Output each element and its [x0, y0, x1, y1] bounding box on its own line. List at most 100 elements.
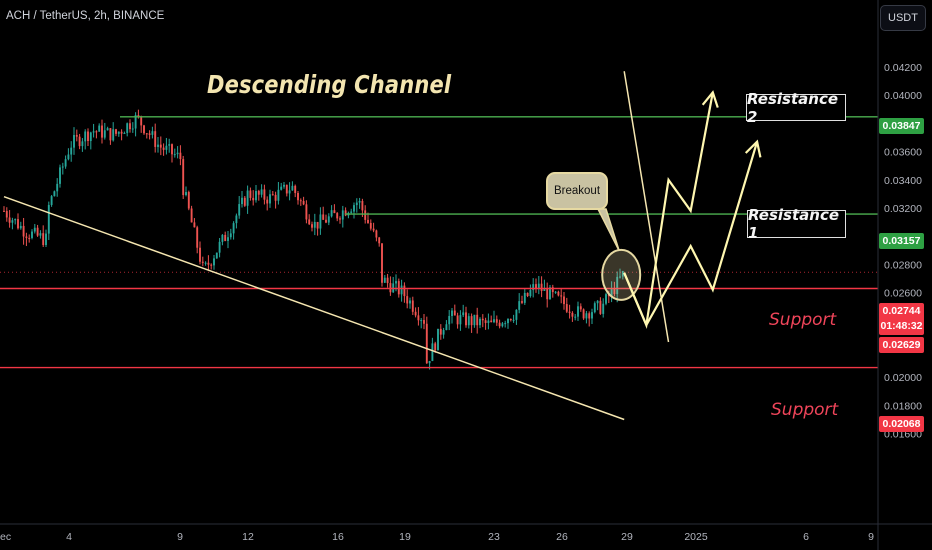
- candle-body: [451, 310, 453, 317]
- projection-arrowhead-2: [744, 139, 762, 158]
- pattern-title: Descending Channel: [207, 70, 452, 99]
- candle-body: [260, 189, 263, 195]
- candle-body: [11, 220, 14, 223]
- candle-body: [563, 296, 565, 305]
- candle-body: [311, 224, 313, 228]
- candle-body: [403, 285, 406, 297]
- candles-layer: [3, 109, 624, 370]
- candle-body: [540, 283, 543, 291]
- candle-body: [196, 227, 199, 248]
- candle-body: [199, 247, 201, 262]
- candle-body: [437, 328, 439, 351]
- candle-body: [487, 320, 490, 323]
- candle-body: [498, 322, 501, 327]
- candle-body: [585, 313, 588, 319]
- candle-body: [243, 197, 246, 206]
- candle-body: [288, 190, 291, 194]
- candle-body: [313, 221, 316, 228]
- candle-body: [414, 311, 417, 316]
- candle-body: [277, 189, 280, 201]
- candle-body: [507, 319, 509, 324]
- candle-body: [588, 313, 591, 319]
- candle-body: [381, 243, 383, 283]
- candle-body: [84, 131, 87, 142]
- candle-body: [117, 131, 120, 134]
- candle-body: [64, 159, 67, 167]
- x-tick-label: ec: [0, 531, 11, 543]
- candle-body: [439, 328, 442, 335]
- candle-body: [462, 312, 465, 316]
- candle-body: [369, 222, 372, 229]
- candle-body: [17, 219, 19, 229]
- candle-body: [145, 133, 148, 135]
- candle-body: [442, 330, 445, 335]
- breakout-pointer: [596, 208, 620, 252]
- candle-body: [112, 129, 115, 141]
- candle-body: [322, 214, 325, 220]
- candle-body: [319, 214, 322, 229]
- candle-body: [565, 304, 568, 312]
- y-tick-label: 0.02600: [884, 288, 922, 300]
- candle-body: [33, 227, 36, 232]
- x-tick-label: 4: [66, 531, 72, 543]
- candle-body: [400, 285, 403, 295]
- x-tick-label: 12: [242, 531, 254, 543]
- x-tick-label: 26: [556, 531, 568, 543]
- symbol-title: ACH / TetherUS, 2h, BINANCE: [6, 10, 165, 22]
- candle-body: [246, 190, 249, 206]
- candle-body: [425, 323, 428, 364]
- candle-body: [610, 288, 613, 297]
- candle-body: [106, 128, 109, 131]
- candle-body: [459, 315, 462, 325]
- candle-body: [325, 219, 327, 223]
- candle-body: [227, 237, 229, 241]
- candle-body: [129, 123, 131, 130]
- x-tick-label: 9: [177, 531, 183, 543]
- projection-layer: [623, 90, 762, 330]
- candle-body: [529, 290, 532, 296]
- candle-body: [215, 252, 218, 259]
- candle-body: [19, 225, 22, 229]
- countdown-timer: 01:48:32: [880, 320, 923, 332]
- y-tick-label: 0.03200: [884, 203, 922, 215]
- x-tick-label: 6: [803, 531, 809, 543]
- candle-body: [218, 241, 221, 253]
- candle-body: [470, 316, 473, 326]
- candle-body: [434, 343, 437, 351]
- candle-body: [168, 144, 171, 146]
- candle-body: [280, 186, 283, 190]
- candle-body: [490, 320, 493, 323]
- candle-body: [397, 281, 400, 295]
- resistance-1-price-tag: 0.03157: [879, 233, 924, 249]
- candle-body: [185, 192, 187, 196]
- candle-body: [165, 145, 168, 150]
- candle-body: [406, 296, 409, 304]
- x-tick-label: 9: [868, 531, 874, 543]
- candle-body: [409, 300, 411, 304]
- currency-button[interactable]: USDT: [880, 5, 926, 31]
- candle-body: [518, 301, 521, 310]
- candle-body: [420, 320, 423, 322]
- candle-body: [339, 218, 341, 220]
- candle-body: [255, 190, 257, 201]
- candle-body: [98, 125, 101, 132]
- candle-body: [493, 319, 495, 323]
- candle-body: [327, 216, 330, 223]
- candle-body: [591, 312, 593, 319]
- candle-body: [45, 233, 47, 246]
- x-tick-label: 19: [399, 531, 411, 543]
- candle-body: [187, 192, 190, 209]
- candle-body: [495, 319, 498, 323]
- candle-body: [523, 292, 526, 303]
- candle-body: [579, 306, 582, 310]
- candle-body: [389, 283, 392, 293]
- candle-body: [537, 283, 540, 289]
- candle-body: [274, 194, 277, 201]
- candle-body: [596, 300, 599, 304]
- support-lower-price-tag: 0.02068: [879, 416, 924, 432]
- candle-body: [162, 147, 165, 150]
- candle-body: [123, 132, 126, 134]
- candle-body: [213, 258, 215, 266]
- candle-body: [355, 202, 358, 206]
